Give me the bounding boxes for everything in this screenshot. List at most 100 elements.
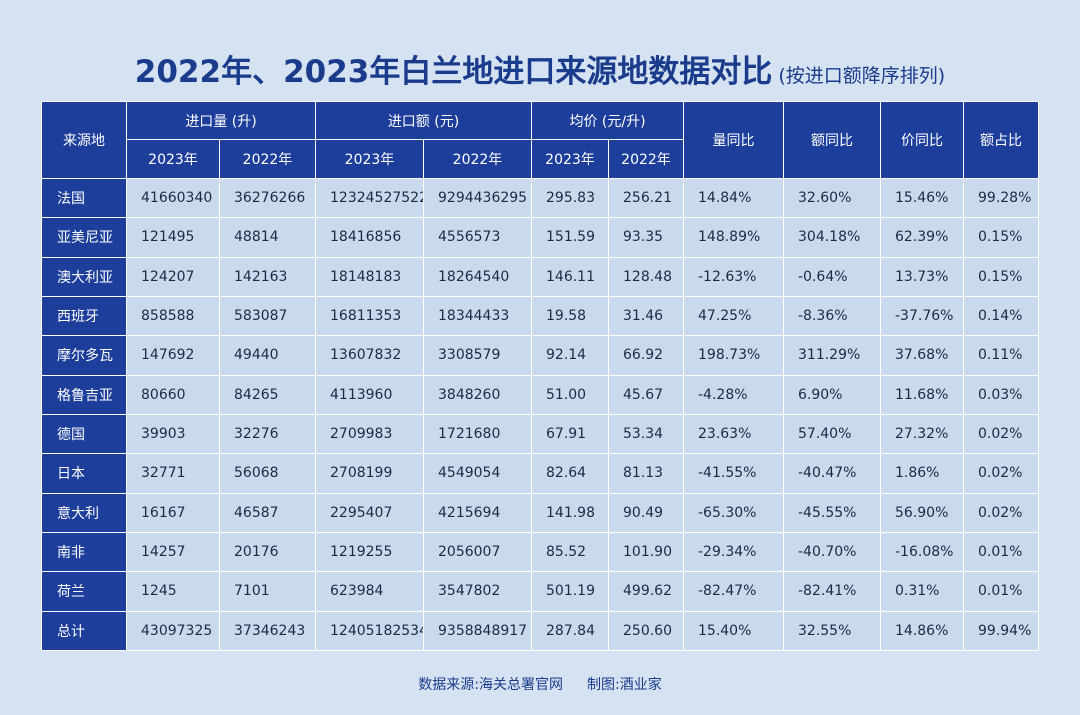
table-cell: 84265 [219, 374, 316, 415]
table-cell: 0.15% [963, 217, 1039, 258]
table-cell: -82.47% [683, 571, 784, 612]
table-cell: 4215694 [423, 492, 532, 533]
table-cell: 141.98 [531, 492, 609, 533]
table-cell: 49440 [219, 335, 316, 376]
row-label: 日本 [41, 453, 127, 494]
table-cell: 0.15% [963, 256, 1039, 297]
table-cell: 47.25% [683, 295, 784, 337]
footer: 数据来源:海关总署官网 制图:酒业家 [0, 674, 1080, 694]
table-cell: 0.02% [963, 492, 1039, 533]
table-cell: 46587 [219, 492, 316, 533]
table-cell: 499.62 [608, 571, 684, 612]
table-cell: 2295407 [315, 492, 424, 533]
table-body: 法国 41660340 36276266 12324527522 9294436295 2… [41, 177, 1039, 652]
table-cell: 1219255 [315, 531, 424, 573]
table-cell: 0.14% [963, 295, 1039, 337]
table-row: 意大利 16167 46587 2295407 4215694 141.98 90.49 -6… [41, 492, 1039, 533]
table-row: 亚美尼亚 121495 48814 18416856 4556573 151.59 93.3… [41, 217, 1039, 258]
table-row: 西班牙 858588 583087 16811353 18344433 19.58 31.4… [41, 295, 1039, 337]
row-label: 南非 [41, 531, 127, 573]
table-cell: -16.08% [880, 531, 964, 573]
table-cell: 56.90% [880, 492, 964, 533]
table-cell: 37.68% [880, 335, 964, 376]
row-label: 摩尔多瓦 [41, 335, 127, 376]
table-cell: 23.63% [683, 413, 784, 455]
table-cell: 623984 [315, 571, 424, 612]
table-cell: 311.29% [783, 335, 881, 376]
table-header: 来源地 进口量 (升) 进口额 (元) 均价 (元/升) 量同比 额同比 价同比… [41, 101, 1039, 179]
table-row: 南非 14257 20176 1219255 2056007 85.52 101.90 -29… [41, 531, 1039, 573]
title-subtitle: (按进口额降序排列) [778, 65, 946, 87]
header-amount: 进口额 (元) [315, 101, 532, 140]
table-total-row: 总计 43097325 37346243 12405182534 9358848917 2… [41, 610, 1039, 652]
table-cell: 53.34 [608, 413, 684, 455]
table-cell: 128.48 [608, 256, 684, 297]
table-cell: 148.89% [683, 217, 784, 258]
data-table: 来源地 进口量 (升) 进口额 (元) 均价 (元/升) 量同比 额同比 价同比… [41, 101, 1039, 652]
row-label: 总计 [41, 610, 127, 652]
table-cell: 66.92 [608, 335, 684, 376]
table-cell: 13607832 [315, 335, 424, 376]
header-price-yoy: 价同比 [880, 101, 964, 179]
table-cell: 1245 [126, 571, 220, 612]
table-cell: 32771 [126, 453, 220, 494]
table-cell: 250.60 [608, 610, 684, 652]
table-cell: 198.73% [683, 335, 784, 376]
header-year: 2023年 [531, 139, 609, 179]
table-cell: 16167 [126, 492, 220, 533]
header-year: 2023年 [126, 139, 220, 179]
table-cell: 6.90% [783, 374, 881, 415]
row-label: 荷兰 [41, 571, 127, 612]
table-cell: 2056007 [423, 531, 532, 573]
table-cell: 85.52 [531, 531, 609, 573]
table-cell: 4556573 [423, 217, 532, 258]
table-cell: 80660 [126, 374, 220, 415]
table-row: 荷兰 1245 7101 623984 3547802 501.19 499.62 -82.4… [41, 571, 1039, 612]
table-row: 格鲁吉亚 80660 84265 4113960 3848260 51.00 45.67 -4… [41, 374, 1039, 415]
table-cell: 151.59 [531, 217, 609, 258]
header-source: 来源地 [41, 101, 127, 179]
table-cell: 583087 [219, 295, 316, 337]
table-cell: 16811353 [315, 295, 424, 337]
table-cell: 0.01% [963, 571, 1039, 612]
table-cell: 0.01% [963, 531, 1039, 573]
table-row: 德国 39903 32276 2709983 1721680 67.91 53.34 23.6… [41, 413, 1039, 455]
table-cell: 48814 [219, 217, 316, 258]
table-cell: 20176 [219, 531, 316, 573]
table-cell: 43097325 [126, 610, 220, 652]
table-cell: -65.30% [683, 492, 784, 533]
table-cell: 9358848917 [423, 610, 532, 652]
header-volume: 进口量 (升) [126, 101, 316, 140]
table-cell: 0.02% [963, 453, 1039, 494]
table-cell: 0.31% [880, 571, 964, 612]
header-year: 2022年 [423, 139, 532, 179]
header-price: 均价 (元/升) [531, 101, 684, 140]
table-cell: 256.21 [608, 177, 684, 219]
table-cell: 2708199 [315, 453, 424, 494]
header-volume-yoy: 量同比 [683, 101, 784, 179]
table-cell: -41.55% [683, 453, 784, 494]
table-cell: 14257 [126, 531, 220, 573]
table-cell: 15.40% [683, 610, 784, 652]
table-cell: 9294436295 [423, 177, 532, 219]
table-cell: 287.84 [531, 610, 609, 652]
table-cell: 14.86% [880, 610, 964, 652]
table-cell: 32276 [219, 413, 316, 455]
table-cell: 146.11 [531, 256, 609, 297]
table-cell: 82.64 [531, 453, 609, 494]
table-cell: 57.40% [783, 413, 881, 455]
table-cell: 3848260 [423, 374, 532, 415]
table-row: 法国 41660340 36276266 12324527522 9294436295 2… [41, 177, 1039, 219]
table-cell: 4549054 [423, 453, 532, 494]
table-cell: 45.67 [608, 374, 684, 415]
row-label: 格鲁吉亚 [41, 374, 127, 415]
table-cell: 18416856 [315, 217, 424, 258]
header-share: 额占比 [963, 101, 1039, 179]
table-cell: 99.28% [963, 177, 1039, 219]
table-cell: 0.11% [963, 335, 1039, 376]
table-cell: 27.32% [880, 413, 964, 455]
chart-title: 2022年、2023年白兰地进口来源地数据对比 (按进口额降序排列) [0, 46, 1080, 91]
table-cell: 124207 [126, 256, 220, 297]
table-cell: -12.63% [683, 256, 784, 297]
table-cell: 14.84% [683, 177, 784, 219]
